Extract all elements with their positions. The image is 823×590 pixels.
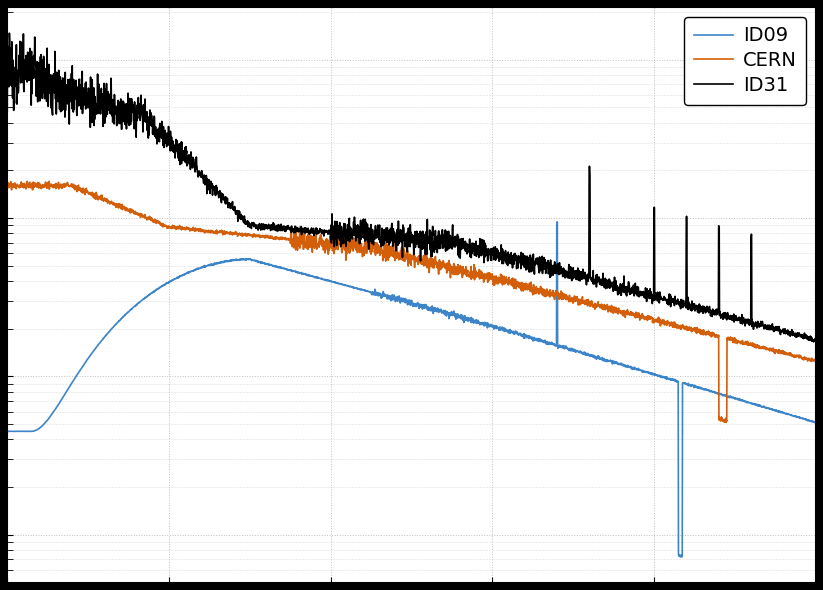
ID09 (312, 274, 322, 281)
CERN (2, 183, 12, 190)
CERN (796, 352, 806, 359)
CERN (721, 419, 731, 426)
Line: ID09: ID09 (7, 222, 816, 557)
ID31 (809, 339, 819, 346)
ID09 (347, 284, 357, 291)
CERN (44, 178, 54, 185)
ID31 (796, 333, 806, 340)
CERN (709, 332, 718, 339)
ID09 (2, 428, 12, 435)
ID31 (142, 116, 152, 123)
CERN (95, 195, 105, 202)
ID31 (313, 228, 323, 235)
ID31 (347, 230, 357, 237)
ID31 (4, 30, 14, 37)
ID09 (677, 553, 686, 560)
ID31 (95, 109, 105, 116)
ID09 (95, 340, 105, 347)
CERN (811, 358, 821, 365)
ID09 (552, 218, 562, 225)
Legend: ID09, CERN, ID31: ID09, CERN, ID31 (685, 17, 807, 105)
CERN (347, 245, 357, 252)
ID31 (811, 337, 821, 344)
ID09 (796, 415, 806, 422)
ID09 (709, 388, 718, 395)
CERN (313, 242, 323, 249)
Line: CERN: CERN (7, 181, 816, 422)
ID31 (2, 60, 12, 67)
Line: ID31: ID31 (7, 33, 816, 342)
ID31 (709, 307, 718, 314)
ID09 (142, 293, 152, 300)
CERN (142, 215, 152, 222)
ID09 (811, 419, 821, 427)
